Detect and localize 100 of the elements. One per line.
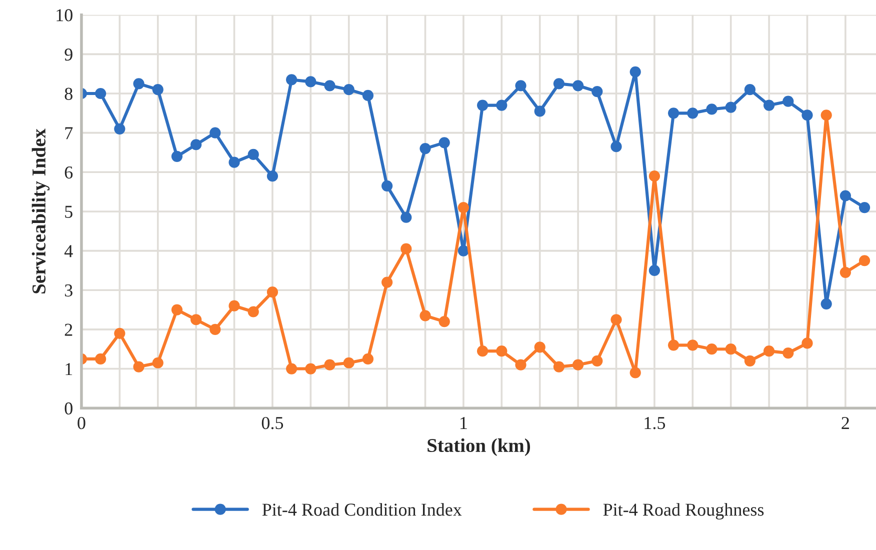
point [782, 96, 794, 107]
point [248, 148, 259, 160]
point [592, 355, 603, 366]
y-tick-label: 1 [66, 363, 72, 376]
y-tick-label: 3 [64, 284, 72, 297]
point [420, 143, 431, 154]
y-tick-label: 10 [56, 9, 72, 22]
point [190, 314, 202, 326]
point [630, 367, 641, 378]
point [114, 328, 126, 339]
x-tick-label: 0.5 [262, 416, 284, 430]
point [228, 156, 240, 168]
point [114, 123, 126, 134]
point [687, 340, 698, 351]
y-tick-label: 7 [65, 127, 73, 140]
point [324, 80, 336, 92]
point [210, 127, 221, 138]
point [438, 137, 450, 148]
y-tick-label: 6 [64, 166, 73, 179]
point [248, 306, 259, 318]
point [362, 90, 374, 102]
x-tick-label: 2 [842, 417, 849, 429]
point [496, 346, 508, 357]
point [324, 359, 336, 370]
point [477, 346, 488, 357]
point [171, 150, 183, 162]
x-tick-label: 1 [460, 417, 467, 429]
point [706, 104, 718, 115]
point [400, 212, 412, 223]
point [687, 108, 698, 119]
point [840, 190, 851, 202]
point [858, 202, 870, 214]
point [572, 359, 584, 370]
point [534, 106, 546, 117]
point [343, 84, 354, 96]
point [382, 276, 393, 288]
point [305, 76, 316, 88]
point [286, 74, 298, 86]
y-tick-label: 5 [65, 206, 72, 218]
point [534, 342, 546, 353]
point [763, 100, 775, 111]
point [802, 338, 813, 349]
point [648, 264, 660, 276]
y-tick-label: 9 [64, 48, 72, 61]
point [95, 88, 106, 100]
point [572, 80, 584, 92]
point [610, 314, 622, 326]
point [362, 353, 374, 364]
legend-label: Pit-4 Road Roughness [603, 503, 764, 520]
point [438, 316, 450, 328]
y-tick-label: 8 [64, 88, 72, 100]
point [763, 346, 775, 357]
point [553, 361, 565, 372]
point [95, 353, 106, 364]
point [171, 304, 183, 316]
point [496, 100, 508, 111]
point [343, 357, 354, 368]
x-axis-title: Station (km) [428, 438, 530, 456]
point [477, 100, 488, 111]
point [458, 245, 470, 256]
point [382, 180, 393, 192]
point [725, 344, 736, 355]
point [648, 170, 660, 182]
point [553, 78, 565, 90]
point [515, 80, 526, 92]
y-tick-label: 2 [64, 324, 72, 336]
legend-label: Pit-4 Road Condition Index [262, 503, 462, 516]
point [802, 110, 813, 121]
point [458, 202, 470, 214]
point [725, 102, 736, 113]
point [820, 110, 832, 121]
point [190, 139, 202, 150]
point [668, 108, 680, 119]
point [668, 340, 680, 351]
point [400, 243, 412, 254]
point [610, 141, 622, 152]
point [420, 310, 431, 322]
point [630, 66, 641, 78]
point [152, 357, 164, 368]
point [744, 84, 756, 96]
point [228, 300, 240, 312]
point [210, 324, 221, 336]
point [305, 363, 316, 374]
point [858, 255, 870, 266]
point [782, 347, 794, 359]
point [133, 361, 144, 372]
point [820, 298, 832, 310]
point [266, 170, 278, 182]
point [515, 359, 526, 370]
y-axis-title: Serviceability Index [32, 128, 50, 294]
x-tick-label: 0 [78, 416, 86, 430]
point [706, 344, 718, 355]
y-tick-label: 0 [64, 402, 72, 415]
point [592, 86, 603, 98]
point [133, 78, 144, 90]
point [744, 355, 756, 366]
point [266, 286, 278, 298]
x-tick-label: 1.5 [644, 417, 666, 430]
point [152, 84, 164, 96]
point [286, 363, 298, 374]
